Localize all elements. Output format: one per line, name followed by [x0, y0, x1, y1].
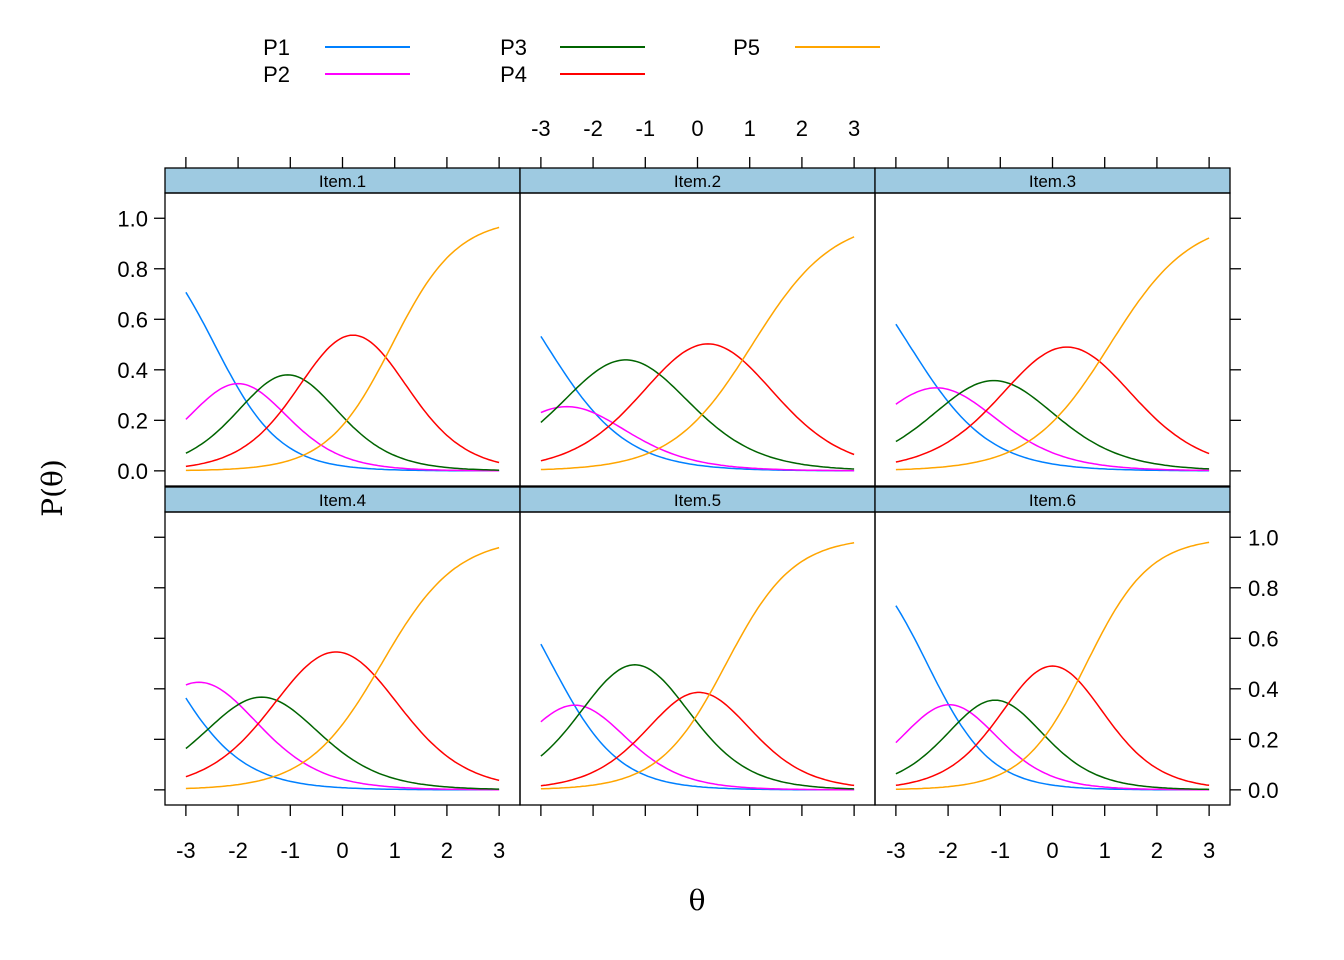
curve-item-1-p3 [185, 374, 500, 471]
curve-item-2-p5 [540, 236, 855, 471]
legend-label-p5: P5 [733, 35, 760, 60]
panel-border-item-6 [874, 511, 1231, 806]
curve-item-5-p5 [540, 542, 855, 790]
panel-border-item-3 [874, 192, 1231, 487]
x-axis-title: θ [689, 884, 706, 917]
chart-axes: -3 -2 -1 0 1 2 3 -3 -2 -1 0 1 2 3 -3 -2 -1 0 1 2 3 0.0 0.2 0.4 0… [117, 116, 1278, 863]
x-tick-label: -2 [583, 116, 603, 141]
y-tick-label: 0.2 [1248, 727, 1279, 752]
curve-item-4-p3 [185, 696, 500, 790]
y-axis-title: P(θ) [36, 459, 69, 517]
x-tick-label: 0 [1046, 838, 1058, 863]
trellis-panels: Item.1 Item.2 Item.3 Item.4 Item.5 Item.6 [164, 167, 1231, 806]
curve-item-6-p2 [895, 704, 1210, 791]
curve-item-4-p2 [185, 681, 500, 791]
curve-item-5-p2 [540, 704, 855, 791]
x-tick-label: 3 [848, 116, 860, 141]
curve-item-3-p1 [895, 323, 1210, 472]
y-tick-label: 0.2 [117, 408, 148, 433]
x-tick-label: 2 [1151, 838, 1163, 863]
y-tick-label: 0.0 [117, 459, 148, 484]
y-tick-label: 0.0 [1248, 778, 1279, 803]
y-tick-label: 0.4 [1248, 677, 1279, 702]
y-tick-label: 1.0 [117, 206, 148, 231]
panel-item-5: Item.5 [519, 486, 876, 806]
x-tick-label: 0 [691, 116, 703, 141]
curve-item-2-p1 [540, 335, 855, 472]
x-tick-label: -1 [281, 838, 301, 863]
legend-label-p4: P4 [500, 62, 527, 87]
curve-item-5-p4 [540, 691, 855, 787]
x-tick-label: -3 [176, 838, 196, 863]
x-tick-label: 2 [796, 116, 808, 141]
x-tick-label: 0 [336, 838, 348, 863]
legend-label-p3: P3 [500, 35, 527, 60]
strip-label-item-6: Item.6 [1029, 491, 1076, 510]
strip-item-3 [874, 167, 1231, 194]
x-tick-label: -3 [886, 838, 906, 863]
x-tick-label: 1 [1099, 838, 1111, 863]
curve-item-5-p1 [540, 643, 855, 791]
curve-item-6-p3 [895, 699, 1210, 791]
x-tick-label: 3 [1203, 838, 1215, 863]
legend-label-p2: P2 [263, 62, 290, 87]
strip-label-item-4: Item.4 [319, 491, 366, 510]
curve-item-3-p5 [895, 237, 1210, 471]
curve-item-3-p4 [895, 346, 1210, 463]
curve-item-6-p1 [895, 605, 1210, 791]
y-tick-label: 0.6 [1248, 626, 1279, 651]
curve-item-3-p3 [895, 379, 1210, 470]
x-tick-label: 1 [389, 838, 401, 863]
curve-item-4-p5 [185, 546, 500, 790]
curve-item-2-p4 [540, 343, 855, 462]
x-tick-label: -1 [636, 116, 656, 141]
strip-item-1 [164, 167, 521, 194]
curve-item-6-p4 [895, 665, 1210, 787]
x-tick-label: -2 [938, 838, 958, 863]
strip-item-6 [874, 486, 1231, 513]
y-tick-label: 0.8 [1248, 576, 1279, 601]
panel-item-1: Item.1 [164, 167, 521, 487]
curve-item-4-p4 [185, 651, 500, 782]
curve-item-2-p3 [540, 359, 855, 470]
strip-label-item-1: Item.1 [319, 172, 366, 191]
y-tick-label: 1.0 [1248, 525, 1279, 550]
curve-item-6-p5 [895, 541, 1210, 790]
panel-item-6: Item.6 [874, 486, 1231, 806]
strip-label-item-5: Item.5 [674, 491, 721, 510]
curve-item-2-p2 [540, 405, 855, 472]
x-tick-label: -2 [228, 838, 248, 863]
panel-item-3: Item.3 [874, 167, 1231, 487]
curve-item-3-p2 [895, 387, 1210, 472]
panel-border-item-2 [519, 192, 876, 487]
x-tick-label: -3 [531, 116, 551, 141]
curve-item-1-p2 [185, 382, 500, 472]
curve-item-4-p1 [185, 697, 500, 791]
x-tick-label: -1 [991, 838, 1011, 863]
panel-item-4: Item.4 [164, 486, 521, 806]
y-tick-label: 0.6 [117, 307, 148, 332]
y-tick-label: 0.8 [117, 257, 148, 282]
x-tick-label: 3 [493, 838, 505, 863]
strip-label-item-2: Item.2 [674, 172, 721, 191]
panel-border-item-5 [519, 511, 876, 806]
panel-border-item-1 [164, 192, 521, 487]
y-tick-label: 0.4 [117, 358, 148, 383]
strip-label-item-3: Item.3 [1029, 172, 1076, 191]
x-tick-label: 2 [441, 838, 453, 863]
curve-item-5-p3 [540, 664, 855, 790]
curve-item-1-p1 [185, 291, 500, 472]
panel-item-2: Item.2 [519, 167, 876, 487]
x-tick-label: 1 [744, 116, 756, 141]
curve-item-1-p4 [185, 334, 500, 468]
curve-item-1-p5 [185, 226, 500, 472]
legend-label-p1: P1 [263, 35, 290, 60]
